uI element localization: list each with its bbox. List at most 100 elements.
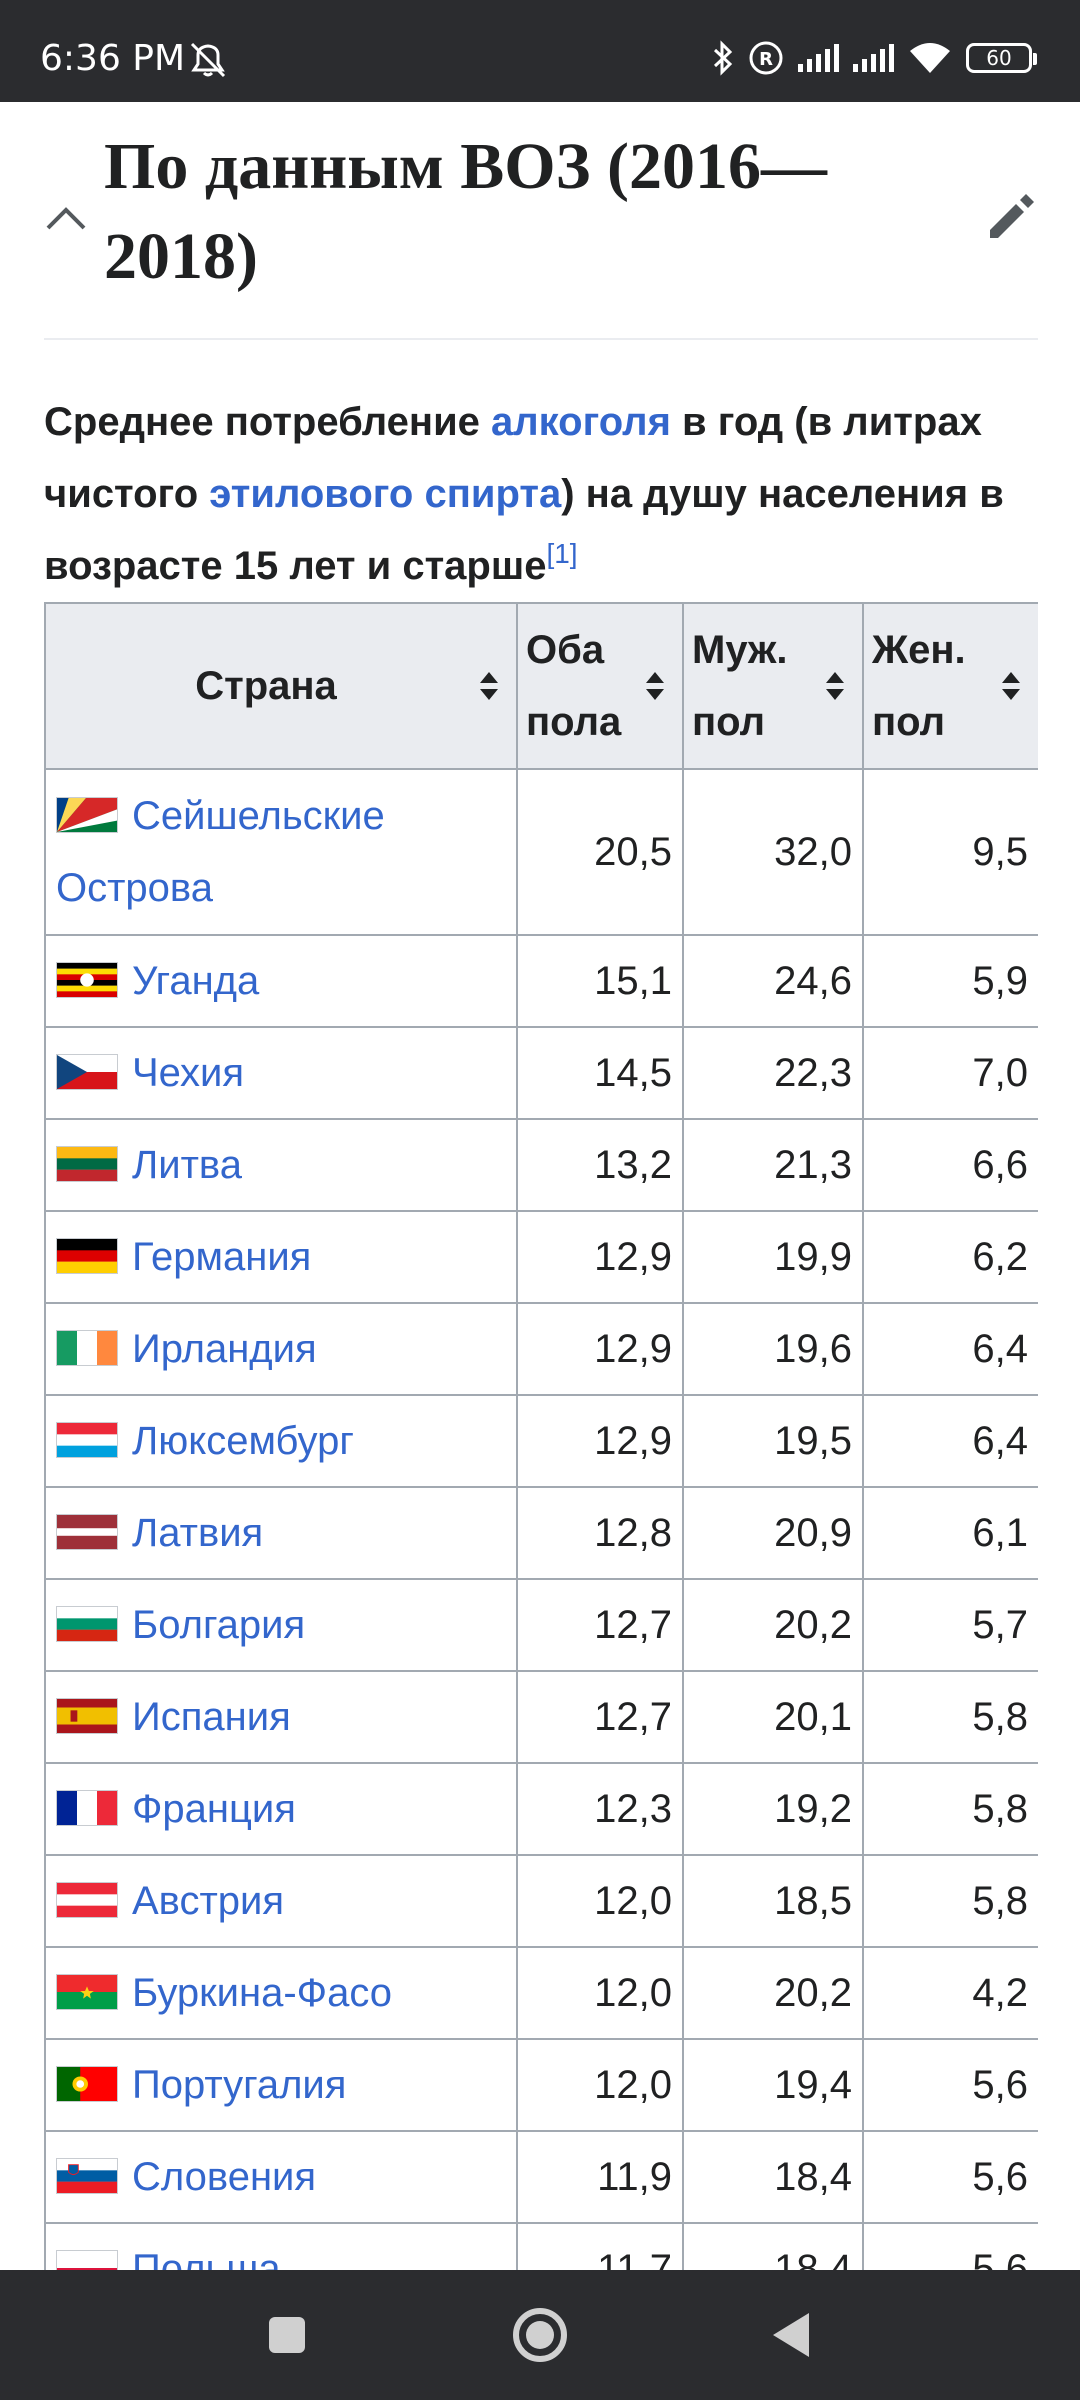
- france-flag[interactable]: [56, 1790, 118, 1826]
- alcohol-table-container[interactable]: Страна Оба пола Муж. пол Жен. пол: [44, 602, 1038, 2270]
- header-female[interactable]: Жен. пол: [862, 602, 1038, 770]
- table-row: Испания 12,7 20,1 5,8: [44, 1670, 1038, 1764]
- alarm-off-icon: [190, 42, 226, 78]
- caption-text-1: Среднее потребление: [44, 400, 492, 444]
- slovenia-flag[interactable]: [56, 2158, 118, 2194]
- link-ethanol[interactable]: этилового спирта: [209, 472, 562, 516]
- germany-flag[interactable]: [56, 1238, 118, 1274]
- czechia-flag[interactable]: [56, 1054, 118, 1090]
- country-link[interactable]: Чехия: [132, 1051, 245, 1095]
- header-male[interactable]: Муж. пол: [682, 602, 864, 770]
- male-cell: 20,1: [682, 1670, 864, 1764]
- luxembourg-flag[interactable]: [56, 1422, 118, 1458]
- male-cell: 19,4: [682, 2038, 864, 2132]
- section-header[interactable]: По данным ВОЗ (2016—2018): [44, 102, 1038, 340]
- table-row: Чехия 14,5 22,3 7,0: [44, 1026, 1038, 1120]
- female-cell: 6,1: [862, 1486, 1038, 1580]
- triangle-back-icon: [773, 2313, 809, 2357]
- country-link[interactable]: Испания: [132, 1695, 291, 1739]
- male-cell: 22,3: [682, 1026, 864, 1120]
- female-cell: 7,0: [862, 1026, 1038, 1120]
- male-cell: 19,2: [682, 1762, 864, 1856]
- country-link[interactable]: Германия: [132, 1235, 312, 1279]
- sort-icon[interactable]: [478, 670, 500, 702]
- country-link[interactable]: Словения: [132, 2155, 317, 2199]
- austria-flag[interactable]: [56, 1882, 118, 1918]
- poland-flag[interactable]: [56, 2250, 118, 2270]
- latvia-flag[interactable]: [56, 1514, 118, 1550]
- female-cell: 5,8: [862, 1670, 1038, 1764]
- spain-flag[interactable]: [56, 1698, 118, 1734]
- both-sexes-cell: 12,3: [516, 1762, 684, 1856]
- country-link[interactable]: Люксембург: [132, 1419, 354, 1463]
- burkina-faso-flag[interactable]: [56, 1974, 118, 2010]
- country-link[interactable]: Буркина-Фасо: [132, 1971, 393, 2015]
- recent-apps-button[interactable]: [252, 2300, 322, 2370]
- country-cell: Польша: [44, 2222, 518, 2270]
- male-cell: 32,0: [682, 768, 864, 936]
- header-female-label: Жен. пол: [872, 628, 966, 744]
- female-cell: 5,6: [862, 2038, 1038, 2132]
- sort-icon[interactable]: [824, 670, 846, 702]
- country-cell: Латвия: [44, 1486, 518, 1580]
- table-row: Уганда 15,1 24,6 5,9: [44, 934, 1038, 1028]
- table-row: Франция 12,3 19,2 5,8: [44, 1762, 1038, 1856]
- table-row: Ирландия 12,9 19,6 6,4: [44, 1302, 1038, 1396]
- country-link[interactable]: Португалия: [132, 2063, 347, 2107]
- table-body: Сейшельские Острова 20,5 32,0 9,5 Уганда 15,1…: [44, 768, 1038, 2270]
- caption-text-3: ) на душу населения в возрасте 15 лет и …: [44, 472, 1004, 588]
- table-row: Болгария 12,7 20,2 5,7: [44, 1578, 1038, 1672]
- country-cell: Словения: [44, 2130, 518, 2224]
- reference-link[interactable]: [1]: [546, 538, 578, 569]
- female-cell: 5,8: [862, 1762, 1038, 1856]
- country-link[interactable]: Уганда: [132, 959, 260, 1003]
- country-link[interactable]: Литва: [132, 1143, 242, 1187]
- country-link[interactable]: Болгария: [132, 1603, 306, 1647]
- table-row: Буркина-Фасо 12,0 20,2 4,2: [44, 1946, 1038, 2040]
- square-icon: [269, 2317, 305, 2353]
- header-country[interactable]: Страна: [44, 602, 518, 770]
- lithuania-flag[interactable]: [56, 1146, 118, 1182]
- bulgaria-flag[interactable]: [56, 1606, 118, 1642]
- sort-icon[interactable]: [644, 670, 666, 702]
- header-both-label: Оба пола: [526, 628, 622, 744]
- country-cell: Австрия: [44, 1854, 518, 1948]
- country-link[interactable]: Ирландия: [132, 1327, 317, 1371]
- country-cell: Германия: [44, 1210, 518, 1304]
- female-cell: 5,8: [862, 1854, 1038, 1948]
- country-cell: Португалия: [44, 2038, 518, 2132]
- country-link[interactable]: Франция: [132, 1787, 296, 1831]
- female-cell: 9,5: [862, 768, 1038, 936]
- country-cell: Испания: [44, 1670, 518, 1764]
- country-link[interactable]: Латвия: [132, 1511, 264, 1555]
- home-button[interactable]: [505, 2300, 575, 2370]
- back-button[interactable]: [756, 2300, 826, 2370]
- male-cell: 19,5: [682, 1394, 864, 1488]
- sort-icon[interactable]: [1000, 670, 1022, 702]
- both-sexes-cell: 11,9: [516, 2130, 684, 2224]
- table-row: Австрия 12,0 18,5 5,8: [44, 1854, 1038, 1948]
- circle-home-icon: [513, 2308, 567, 2362]
- chevron-up-icon[interactable]: [44, 198, 88, 242]
- header-both-sexes[interactable]: Оба пола: [516, 602, 684, 770]
- ireland-flag[interactable]: [56, 1330, 118, 1366]
- country-link[interactable]: Польша: [132, 2247, 281, 2270]
- male-cell: 18,4: [682, 2222, 864, 2270]
- country-cell: Ирландия: [44, 1302, 518, 1396]
- country-link[interactable]: Австрия: [132, 1879, 285, 1923]
- portugal-flag[interactable]: [56, 2066, 118, 2102]
- female-cell: 5,9: [862, 934, 1038, 1028]
- roaming-icon: R: [749, 41, 783, 75]
- female-cell: 6,4: [862, 1302, 1038, 1396]
- uganda-flag[interactable]: [56, 962, 118, 998]
- table-row: Сейшельские Острова 20,5 32,0 9,5: [44, 768, 1038, 936]
- link-alcohol[interactable]: алкоголя: [491, 400, 671, 444]
- both-sexes-cell: 12,0: [516, 1946, 684, 2040]
- seychelles-flag[interactable]: [56, 797, 118, 833]
- caption-text-2: в год (в литрах чистого: [44, 400, 982, 516]
- edit-pencil-icon[interactable]: [984, 190, 1038, 244]
- female-cell: 5,6: [862, 2130, 1038, 2224]
- table-row: Германия 12,9 19,9 6,2: [44, 1210, 1038, 1304]
- country-link[interactable]: Сейшельские Острова: [56, 794, 385, 910]
- table-row: Люксембург 12,9 19,5 6,4: [44, 1394, 1038, 1488]
